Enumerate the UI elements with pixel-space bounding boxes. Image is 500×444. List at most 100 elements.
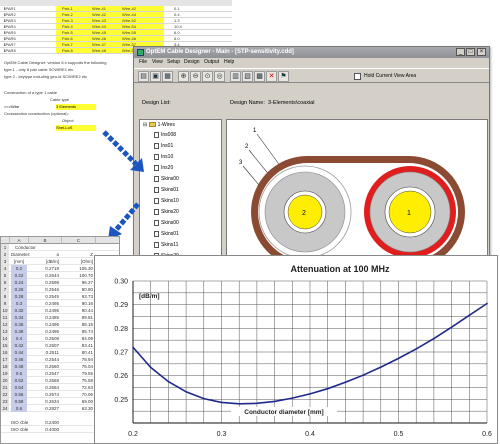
cell-c[interactable]: Wire-42 bbox=[92, 12, 107, 17]
cell-a[interactable]: ℹPAR3 bbox=[4, 18, 16, 23]
cell-b[interactable]: Pair-1 bbox=[62, 6, 73, 11]
attenuation-cell[interactable]: 0.2634 bbox=[45, 399, 59, 404]
design-list-item[interactable]: Ins01 bbox=[154, 142, 173, 150]
impedance-cell[interactable]: 88.15 bbox=[81, 322, 93, 327]
hold-view-checkbox[interactable] bbox=[354, 73, 361, 80]
design-list-item[interactable]: Skins01 bbox=[154, 186, 179, 194]
menu-help[interactable]: Help bbox=[224, 59, 235, 65]
attenuation-cell[interactable]: 0.2564 bbox=[45, 385, 59, 390]
calculate-icon[interactable]: ▩ bbox=[254, 71, 265, 82]
footer-label[interactable]: ISO cble bbox=[11, 427, 29, 432]
cell-b[interactable]: Pair-4 bbox=[62, 24, 73, 29]
cell-e[interactable]: 6.0 bbox=[174, 30, 180, 35]
cell-a[interactable]: ℹPAR2 bbox=[4, 12, 16, 17]
attenuation-cell[interactable]: 0.2547 bbox=[45, 371, 59, 376]
cell-a[interactable]: ℹPAR4 bbox=[4, 24, 16, 29]
grid-icon[interactable]: ▥ bbox=[230, 71, 241, 82]
minimize-button[interactable]: _ bbox=[456, 48, 465, 56]
cell-e[interactable]: 5.0 bbox=[174, 36, 180, 41]
attenuation-cell[interactable]: 0.2568 bbox=[45, 378, 59, 383]
delete-icon[interactable]: ✕ bbox=[266, 71, 277, 82]
tree-root[interactable]: ⊟ 1-Wires bbox=[143, 122, 175, 128]
menu-file[interactable]: File bbox=[139, 59, 148, 65]
cell-c[interactable]: Wire-45 bbox=[92, 30, 107, 35]
row-number[interactable]: 23 bbox=[1, 398, 9, 405]
row-number[interactable]: 15 bbox=[1, 342, 9, 349]
cell-e[interactable]: 3.4 bbox=[174, 42, 180, 47]
window-titlebar[interactable]: OptEM Cable Designer - Main - [STP-sensi… bbox=[134, 47, 489, 58]
diameter-cell[interactable]: 0.22 bbox=[11, 272, 27, 279]
row-number[interactable]: 7 bbox=[1, 286, 9, 293]
diameter-cell[interactable]: 0.24 bbox=[11, 279, 27, 286]
row-number[interactable]: 12 bbox=[1, 321, 9, 328]
attenuation-cell[interactable]: 0.2546 bbox=[45, 287, 59, 292]
cell-c[interactable]: Wire-46 bbox=[92, 36, 107, 41]
cell-d[interactable]: Wire-52 bbox=[122, 18, 137, 23]
design-list-item[interactable]: Ins20 bbox=[154, 164, 173, 172]
impedance-cell[interactable]: 78.94 bbox=[81, 357, 93, 362]
design-list-item[interactable]: Skins00 bbox=[154, 175, 179, 183]
menu-setup[interactable]: Setup bbox=[167, 59, 181, 65]
maximize-button[interactable]: □ bbox=[466, 48, 475, 56]
zoom-window-icon[interactable]: ◎ bbox=[214, 71, 225, 82]
impedance-cell[interactable]: 96.27 bbox=[81, 280, 93, 285]
attenuation-cell[interactable]: 0.2644 bbox=[45, 273, 59, 278]
zoom-out-icon[interactable]: ⊖ bbox=[190, 71, 201, 82]
row-number[interactable]: 5 bbox=[1, 272, 9, 279]
col-header-b[interactable]: B bbox=[29, 237, 62, 244]
diameter-cell[interactable]: 0.42 bbox=[11, 342, 27, 349]
diameter-cell[interactable]: 0.2 bbox=[11, 265, 27, 272]
layers-icon[interactable]: ▧ bbox=[242, 71, 253, 82]
cell-c[interactable]: Wire-41 bbox=[92, 6, 107, 11]
cell-a[interactable]: ℹPAR7 bbox=[4, 42, 16, 47]
cell-a[interactable]: ℹPAR1 bbox=[4, 6, 16, 11]
row-number[interactable]: 18 bbox=[1, 363, 9, 370]
cell-b[interactable]: Pair-8 bbox=[62, 48, 73, 53]
cell-a[interactable]: ℹPAR8 bbox=[4, 48, 16, 53]
impedance-cell[interactable]: 89.81 bbox=[81, 315, 93, 320]
close-button[interactable]: × bbox=[477, 48, 486, 56]
impedance-cell[interactable]: 100.70 bbox=[79, 273, 93, 278]
design-list-item[interactable]: Skins10 bbox=[154, 197, 179, 205]
row-number[interactable]: 10 bbox=[1, 307, 9, 314]
design-list-item[interactable]: Skins11 bbox=[154, 241, 178, 249]
impedance-cell[interactable]: 63.30 bbox=[81, 406, 93, 411]
attenuation-cell[interactable]: 0.2511 bbox=[45, 350, 59, 355]
cell-c[interactable]: Wire-43 bbox=[92, 18, 107, 23]
col-header-c[interactable]: C bbox=[62, 237, 96, 244]
menu-output[interactable]: Output bbox=[204, 59, 220, 65]
design-list-item[interactable]: Ins10 bbox=[154, 153, 173, 161]
row-number[interactable]: 17 bbox=[1, 356, 9, 363]
attenuation-cell[interactable]: 0.2507 bbox=[45, 343, 59, 348]
diameter-cell[interactable]: 0.28 bbox=[11, 293, 27, 300]
corner-cell[interactable] bbox=[1, 237, 10, 244]
attenuation-cell[interactable]: 0.2719 bbox=[45, 266, 59, 271]
impedance-cell[interactable]: 83.41 bbox=[81, 343, 93, 348]
impedance-cell[interactable]: 80.41 bbox=[81, 350, 93, 355]
cell-d[interactable]: Wire-46 bbox=[122, 36, 137, 41]
cell-e[interactable]: 0.4 bbox=[174, 12, 180, 17]
diameter-cell[interactable]: 0.56 bbox=[11, 391, 27, 398]
diameter-cell[interactable]: 0.3 bbox=[11, 300, 27, 307]
diameter-cell[interactable]: 0.54 bbox=[11, 384, 27, 391]
row-number[interactable]: 4 bbox=[1, 265, 9, 272]
cell-d[interactable]: Wire-57 bbox=[122, 42, 137, 47]
footer-value[interactable]: 0.2400 bbox=[45, 420, 59, 425]
print-icon[interactable]: ▦ bbox=[162, 71, 173, 82]
cell-c[interactable]: Wire-47 bbox=[92, 42, 107, 47]
cell-a[interactable]: ℹPAR5 bbox=[4, 30, 16, 35]
cell-d[interactable]: Wire-44 bbox=[122, 12, 137, 17]
cell-c[interactable]: Wire-48 bbox=[92, 48, 107, 53]
attenuation-cell[interactable]: 0.2495 bbox=[45, 329, 59, 334]
diameter-cell[interactable]: 0.5 bbox=[11, 370, 27, 377]
zoom-fit-icon[interactable]: ⊙ bbox=[202, 71, 213, 82]
cell-d[interactable]: Wire-58 bbox=[122, 48, 137, 53]
object-value-cell[interactable]: SheLLoS bbox=[56, 125, 96, 131]
cell-d[interactable]: Wire-42 bbox=[122, 6, 137, 11]
row-number[interactable]: 24 bbox=[1, 405, 9, 412]
row-number[interactable]: 11 bbox=[1, 314, 9, 321]
cell-e[interactable]: 0.1 bbox=[174, 6, 180, 11]
save-icon[interactable]: ▣ bbox=[150, 71, 161, 82]
cell-a[interactable]: ℹPAR6 bbox=[4, 36, 16, 41]
diameter-cell[interactable]: 0.32 bbox=[11, 307, 27, 314]
